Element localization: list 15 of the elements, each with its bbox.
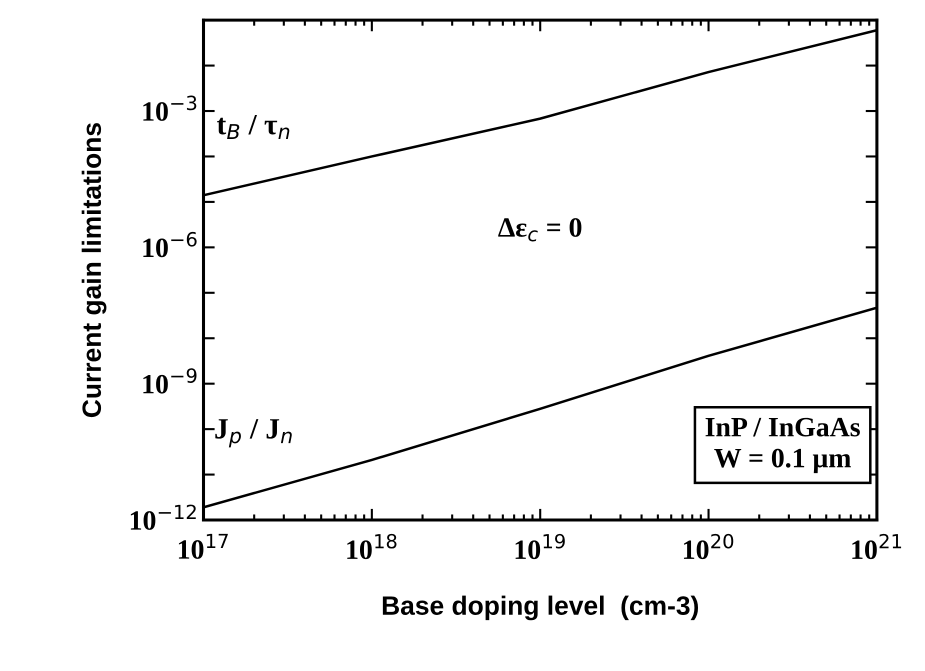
x-tick-label: 10$^{17}$ — [178, 534, 228, 559]
annotation: Δε$_{c}$ = 0 — [498, 218, 582, 242]
y-tick-label: 10$^{−3}$ — [143, 96, 196, 121]
x-tick-label: 10$^{21}$ — [852, 534, 902, 560]
series-label: t$_{B}$ / τ$_{n}$ — [216, 114, 290, 139]
y-tick-label: 10$^{−12}$ — [130, 504, 196, 530]
series-label: J$_{p}$ / J$_{n}$ — [215, 419, 292, 448]
y-tick-label: 10$^{−9}$ — [143, 368, 196, 394]
x-tick-label: 10$^{19}$ — [516, 534, 565, 560]
x-tick-label: 10$^{18}$ — [347, 534, 396, 560]
x-tick-label: 10$^{20}$ — [684, 534, 734, 560]
x-axis-title: Base doping level (cm-3) — [382, 596, 698, 620]
y-axis-title: Current gain limitations — [82, 123, 106, 418]
annotation: InP / InGaAs W = 0.1 μm — [706, 418, 860, 474]
y-tick-label: 10$^{−6}$ — [143, 232, 197, 258]
